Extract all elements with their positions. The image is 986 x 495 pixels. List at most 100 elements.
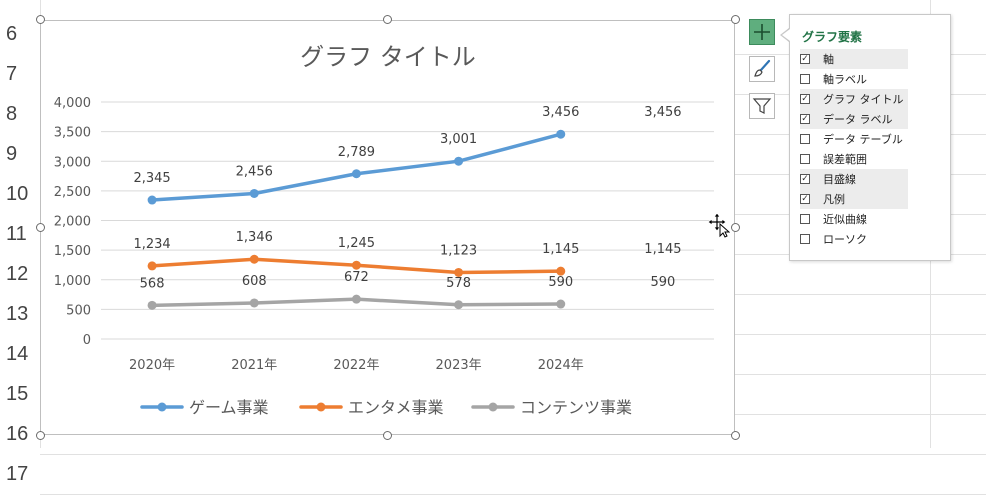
panel-item-label: 近似曲線 <box>823 213 867 226</box>
resize-handle-top-right[interactable] <box>731 15 740 24</box>
row-header[interactable]: 9 <box>6 142 18 165</box>
panel-item[interactable]: 誤差範囲 <box>800 149 908 169</box>
row-gridline <box>40 454 986 455</box>
panel-item-label: グラフ タイトル <box>823 93 904 106</box>
data-label: 1,346 <box>236 230 273 245</box>
panel-item[interactable]: ✓ グラフ タイトル <box>800 89 908 109</box>
data-label: 1,234 <box>133 237 170 252</box>
filter-icon <box>752 98 772 114</box>
data-point <box>556 266 566 276</box>
chart-area[interactable]: グラフ タイトル 0 500 1,000 1,500 2,000 2,500 3,000 3,5… <box>40 20 735 435</box>
resize-handle-bottom-right[interactable] <box>731 431 740 440</box>
data-point <box>147 195 157 205</box>
row-header[interactable]: 14 <box>6 342 29 365</box>
data-point <box>454 267 464 277</box>
y-tick-label: 3,000 <box>54 155 91 170</box>
chart-elements-panel: グラフ要素 ✓ 軸軸ラベル ✓ グラフ タイトル ✓ データ ラベルデータ テーブル 誤差範… <box>789 14 951 261</box>
move-cursor-icon <box>707 212 731 238</box>
row-header[interactable]: 11 <box>6 222 27 245</box>
panel-item-label: データ テーブル <box>823 133 903 146</box>
row-header[interactable]: 13 <box>6 302 29 325</box>
checkbox-unchecked[interactable] <box>800 74 810 84</box>
data-point <box>147 261 157 271</box>
line-chart[interactable]: グラフ タイトル 0 500 1,000 1,500 2,000 2,500 3,000 3,5… <box>41 21 736 436</box>
row-header[interactable]: 12 <box>6 262 29 285</box>
panel-item[interactable]: ローソク <box>800 229 908 249</box>
resize-handle-top-left[interactable] <box>36 15 45 24</box>
row-header[interactable]: 8 <box>6 102 18 125</box>
panel-item-label: 目盛線 <box>823 173 856 186</box>
checkbox-checked[interactable]: ✓ <box>800 53 810 64</box>
ghost-data-label: 1,145 <box>644 242 681 257</box>
row-header[interactable]: 6 <box>6 22 18 45</box>
data-label: 578 <box>446 276 471 291</box>
panel-item[interactable]: ✓ 目盛線 <box>800 169 908 189</box>
y-tick-label: 0 <box>83 333 91 348</box>
y-tick-label: 3,500 <box>54 126 91 141</box>
panel-item-label: 誤差範囲 <box>823 153 867 166</box>
data-point <box>556 299 566 309</box>
panel-item[interactable]: 近似曲線 <box>800 209 908 229</box>
plus-icon <box>754 24 770 40</box>
data-point <box>454 156 464 166</box>
data-point <box>147 300 157 310</box>
checkbox-checked[interactable]: ✓ <box>800 93 810 104</box>
resize-handle-bottom-left[interactable] <box>36 431 45 440</box>
legend-marker <box>157 402 167 412</box>
data-label: 590 <box>548 275 573 290</box>
y-tick-label: 2,000 <box>54 215 91 230</box>
checkbox-checked[interactable]: ✓ <box>800 173 810 184</box>
data-label: 3,456 <box>542 105 579 120</box>
data-label: 2,789 <box>338 145 375 160</box>
x-tick-label: 2020年 <box>129 358 175 373</box>
panel-pointer-fill <box>782 29 790 41</box>
checkbox-checked[interactable]: ✓ <box>800 113 810 124</box>
panel-item[interactable]: ✓ 軸 <box>800 49 908 69</box>
panel-item[interactable]: ✓ データ ラベル <box>800 109 908 129</box>
row-header[interactable]: 10 <box>6 182 29 205</box>
checkbox-checked[interactable]: ✓ <box>800 193 810 204</box>
data-label: 2,345 <box>133 171 170 186</box>
checkbox-unchecked[interactable] <box>800 214 810 224</box>
data-point <box>249 254 259 264</box>
chart-title: グラフ タイトル <box>300 43 476 71</box>
data-label: 1,245 <box>338 236 375 251</box>
panel-item[interactable]: データ テーブル <box>800 129 908 149</box>
row-header[interactable]: 17 <box>6 462 29 485</box>
row-header[interactable]: 7 <box>6 62 18 85</box>
ghost-data-label: 3,456 <box>644 105 681 120</box>
data-point <box>249 188 259 198</box>
checkbox-unchecked[interactable] <box>800 234 810 244</box>
resize-handle-bottom-middle[interactable] <box>383 431 392 440</box>
legend-marker <box>316 402 326 412</box>
resize-handle-middle-left[interactable] <box>36 223 45 232</box>
panel-title: グラフ要素 <box>802 30 863 44</box>
legend-label: コンテンツ事業 <box>520 398 632 417</box>
resize-handle-middle-right[interactable] <box>731 223 740 232</box>
data-point <box>249 298 259 308</box>
checkbox-unchecked[interactable] <box>800 154 810 164</box>
data-label: 568 <box>140 276 165 291</box>
checkbox-unchecked[interactable] <box>800 134 810 144</box>
y-tick-label: 1,500 <box>54 244 91 259</box>
data-label: 1,145 <box>542 242 579 257</box>
row-header[interactable]: 16 <box>6 422 29 445</box>
legend-marker <box>488 402 498 412</box>
panel-item-label: 軸ラベル <box>823 73 867 86</box>
data-point <box>351 169 361 179</box>
panel-item[interactable]: ✓ 凡例 <box>800 189 908 209</box>
data-label: 1,123 <box>440 243 477 258</box>
brush-icon <box>754 59 771 77</box>
chart-styles-button[interactable] <box>749 56 775 82</box>
chart-filters-button[interactable] <box>749 93 775 119</box>
data-point <box>351 260 361 270</box>
panel-item[interactable]: 軸ラベル <box>800 69 908 89</box>
data-label: 3,001 <box>440 132 477 147</box>
row-header[interactable]: 15 <box>6 382 29 405</box>
y-tick-label: 4,000 <box>54 96 91 111</box>
legend-label: エンタメ事業 <box>348 398 444 417</box>
panel-item-label: ローソク <box>823 233 867 246</box>
data-point <box>556 129 566 139</box>
chart-elements-button[interactable] <box>749 19 775 45</box>
resize-handle-top-middle[interactable] <box>383 15 392 24</box>
